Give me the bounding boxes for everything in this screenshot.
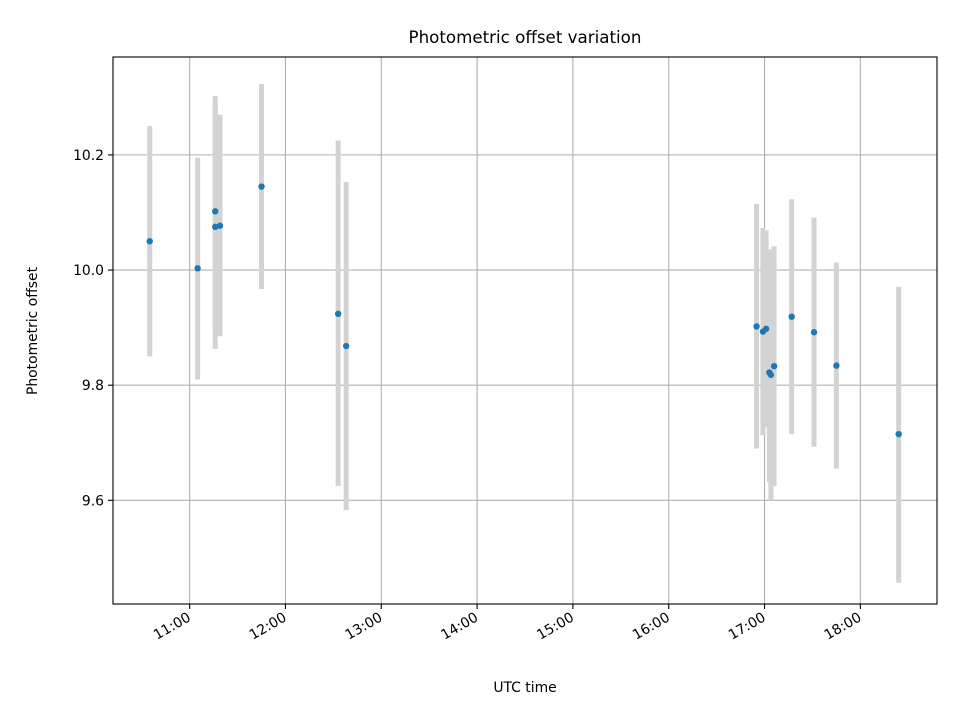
- data-points: [146, 183, 902, 438]
- data-point: [212, 223, 219, 231]
- y-tick-label: 10.0: [73, 263, 104, 279]
- data-point: [895, 430, 902, 438]
- data-point: [810, 329, 818, 336]
- data-point: [334, 310, 342, 318]
- data-point: [212, 208, 219, 215]
- data-point: [770, 362, 778, 370]
- data-point: [762, 325, 770, 332]
- data-point: [753, 323, 760, 330]
- data-point: [833, 362, 840, 369]
- data-point: [342, 342, 350, 350]
- data-point: [146, 238, 153, 245]
- plot-frame: [112, 56, 938, 605]
- data-point: [216, 222, 224, 229]
- y-tick-label: 9.8: [82, 378, 104, 394]
- y-tick-label: 10.2: [73, 148, 104, 164]
- chart-title: Photometric offset variation: [409, 27, 642, 47]
- data-point: [788, 313, 795, 320]
- y-axis-label: Photometric offset: [25, 266, 41, 395]
- data-point: [194, 265, 201, 272]
- grid: [113, 57, 937, 604]
- data-point: [767, 371, 775, 379]
- data-point: [258, 183, 265, 190]
- x-axis-label: UTC time: [493, 680, 556, 696]
- y-tick-label: 9.6: [82, 493, 104, 509]
